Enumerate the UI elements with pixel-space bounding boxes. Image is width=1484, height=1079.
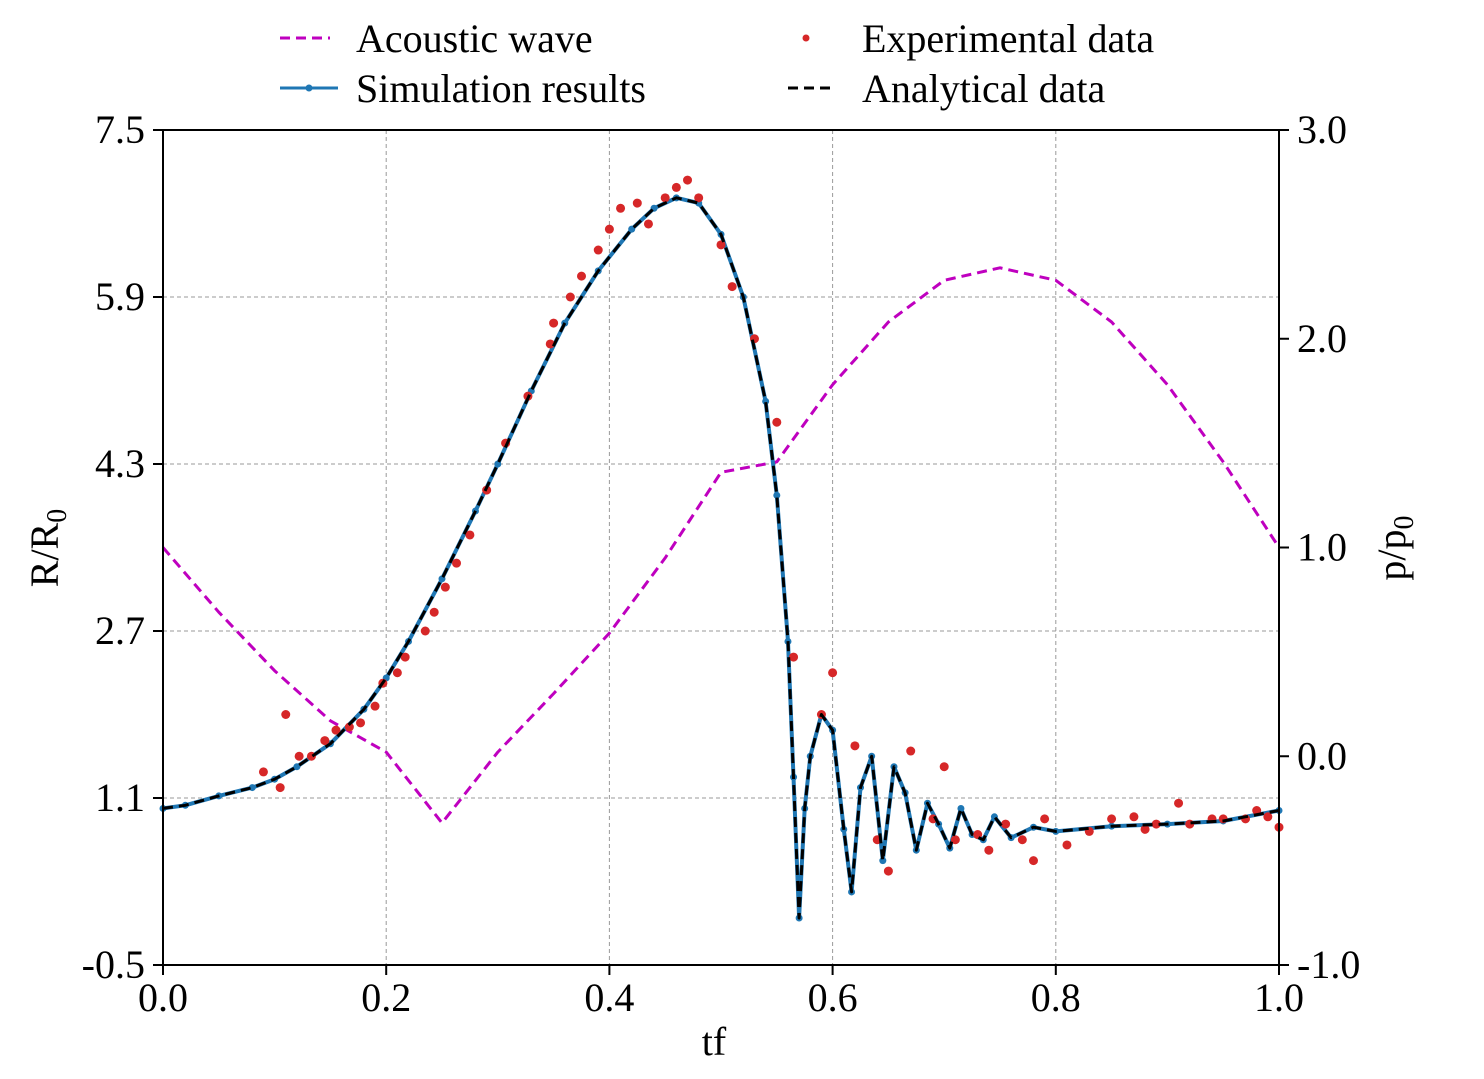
series-point-experimental-data <box>281 710 291 719</box>
series-point-experimental-data <box>452 558 462 568</box>
y-left-tick-label: 2.7 <box>95 608 145 653</box>
series-point-experimental-data <box>850 741 860 751</box>
x-tick-label: 1.0 <box>1254 975 1304 1020</box>
series-point-simulation-results <box>957 804 965 812</box>
series-point-experimental-data <box>683 175 693 185</box>
series-point-experimental-data <box>1263 812 1273 822</box>
legend-label-acoustic-wave: Acoustic wave <box>356 16 593 61</box>
series-point-experimental-data <box>294 751 304 761</box>
series-point-experimental-data <box>577 271 586 281</box>
y-axis-left-label-main: R/R <box>22 522 67 587</box>
series-point-experimental-data <box>828 668 838 678</box>
plot-frame <box>162 129 1280 966</box>
x-tick-label: 0.8 <box>1031 975 1081 1020</box>
series-point-experimental-data <box>1140 824 1150 834</box>
legend: Acoustic wave Simulation results Experim… <box>280 16 1154 111</box>
series-point-simulation-results <box>628 225 636 233</box>
y-left-tick-label: 7.5 <box>95 107 145 152</box>
series-line-analytical-data <box>162 196 1280 920</box>
series-point-experimental-data <box>420 626 430 636</box>
series-point-experimental-data <box>392 668 402 678</box>
y-axis-right-label-main: p/p <box>1369 529 1414 580</box>
series-point-simulation-results <box>773 491 781 499</box>
series-point-experimental-data <box>789 652 799 662</box>
series-point-experimental-data <box>984 845 994 855</box>
series-line-acoustic-wave <box>161 266 1281 825</box>
series-point-experimental-data <box>275 783 285 793</box>
series-point-experimental-data <box>1028 856 1038 866</box>
x-tick-label: 0.2 <box>361 975 411 1020</box>
y-right-tick-label: 2.0 <box>1297 316 1347 361</box>
series-point-experimental-data <box>883 866 893 876</box>
series-point-experimental-data <box>749 334 759 344</box>
series-point-experimental-data <box>593 245 603 255</box>
series-point-experimental-data <box>727 282 737 292</box>
y-axis-right-label: p/p0 <box>1369 515 1420 580</box>
series-point-experimental-data <box>1017 835 1027 845</box>
grid-layer <box>162 129 1280 966</box>
y-right-tick-label: 1.0 <box>1297 525 1347 570</box>
legend-label-experimental-data: Experimental data <box>862 16 1154 61</box>
legend-marker-simulation-results <box>305 84 313 92</box>
series-point-experimental-data <box>545 339 555 349</box>
series-point-experimental-data <box>1062 840 1072 850</box>
series-line-simulation-results <box>162 195 1280 920</box>
series-point-experimental-data <box>616 203 626 213</box>
series-point-experimental-data <box>772 417 782 427</box>
y-right-tick-label: 0.0 <box>1297 733 1347 778</box>
x-tick-label: 0.4 <box>584 975 634 1020</box>
series-point-experimental-data <box>549 318 559 328</box>
y-left-tick-label: 4.3 <box>95 441 145 486</box>
y-right-tick-label: -1.0 <box>1297 942 1360 987</box>
y-axis-left-label-sub: 0 <box>42 509 73 523</box>
axis-layer: 0.0 0.2 0.4 0.6 0.8 1.0 -0.5 1.1 2.7 4.3 5.9 7.5 -1.… <box>82 107 1361 1020</box>
series-point-experimental-data <box>939 762 949 772</box>
series-point-simulation-results <box>762 397 770 405</box>
y-axis-right-label-sub: 0 <box>1389 515 1420 529</box>
x-tick-label: 0.0 <box>138 975 188 1020</box>
series-point-experimental-data <box>694 193 704 203</box>
series-point-experimental-data <box>1174 798 1184 808</box>
series-point-experimental-data <box>400 652 410 662</box>
series-point-experimental-data <box>1040 814 1050 824</box>
y-left-tick-label: 1.1 <box>95 775 145 820</box>
series-point-experimental-data <box>465 530 475 540</box>
x-tick-label: 0.6 <box>808 975 858 1020</box>
series-point-experimental-data <box>950 835 960 845</box>
series-point-experimental-data <box>1129 812 1139 822</box>
series-point-experimental-data <box>565 292 575 302</box>
series-point-experimental-data <box>643 219 653 229</box>
series-point-experimental-data <box>716 240 726 250</box>
series-point-experimental-data <box>1151 819 1161 829</box>
series-point-experimental-data <box>660 193 670 203</box>
series-point-experimental-data <box>604 224 614 234</box>
series-point-experimental-data <box>1107 814 1117 824</box>
y-left-tick-label: -0.5 <box>82 942 145 987</box>
legend-label-simulation-results: Simulation results <box>356 66 646 111</box>
series-point-experimental-data <box>320 736 330 746</box>
series-layer <box>159 175 1284 922</box>
series-point-simulation-results <box>293 763 301 771</box>
legend-marker-experimental-data <box>802 34 810 42</box>
series-point-experimental-data <box>632 198 642 208</box>
y-right-tick-label: 3.0 <box>1297 107 1347 152</box>
series-point-experimental-data <box>429 607 439 617</box>
series-point-experimental-data <box>356 718 366 728</box>
y-left-tick-label: 5.9 <box>95 274 145 319</box>
series-point-experimental-data <box>671 182 681 192</box>
series-point-experimental-data <box>1001 819 1011 829</box>
legend-label-analytical-data: Analytical data <box>862 66 1105 111</box>
series-point-experimental-data <box>258 767 268 777</box>
y-axis-left-label: R/R0 <box>22 509 73 587</box>
x-axis-label: tf <box>702 1019 727 1064</box>
series-point-experimental-data <box>440 582 450 592</box>
series-point-experimental-data <box>331 725 341 735</box>
series-point-experimental-data <box>344 722 354 732</box>
series-point-experimental-data <box>906 746 916 756</box>
series-point-simulation-results <box>879 857 887 865</box>
series-point-experimental-data <box>370 701 380 711</box>
